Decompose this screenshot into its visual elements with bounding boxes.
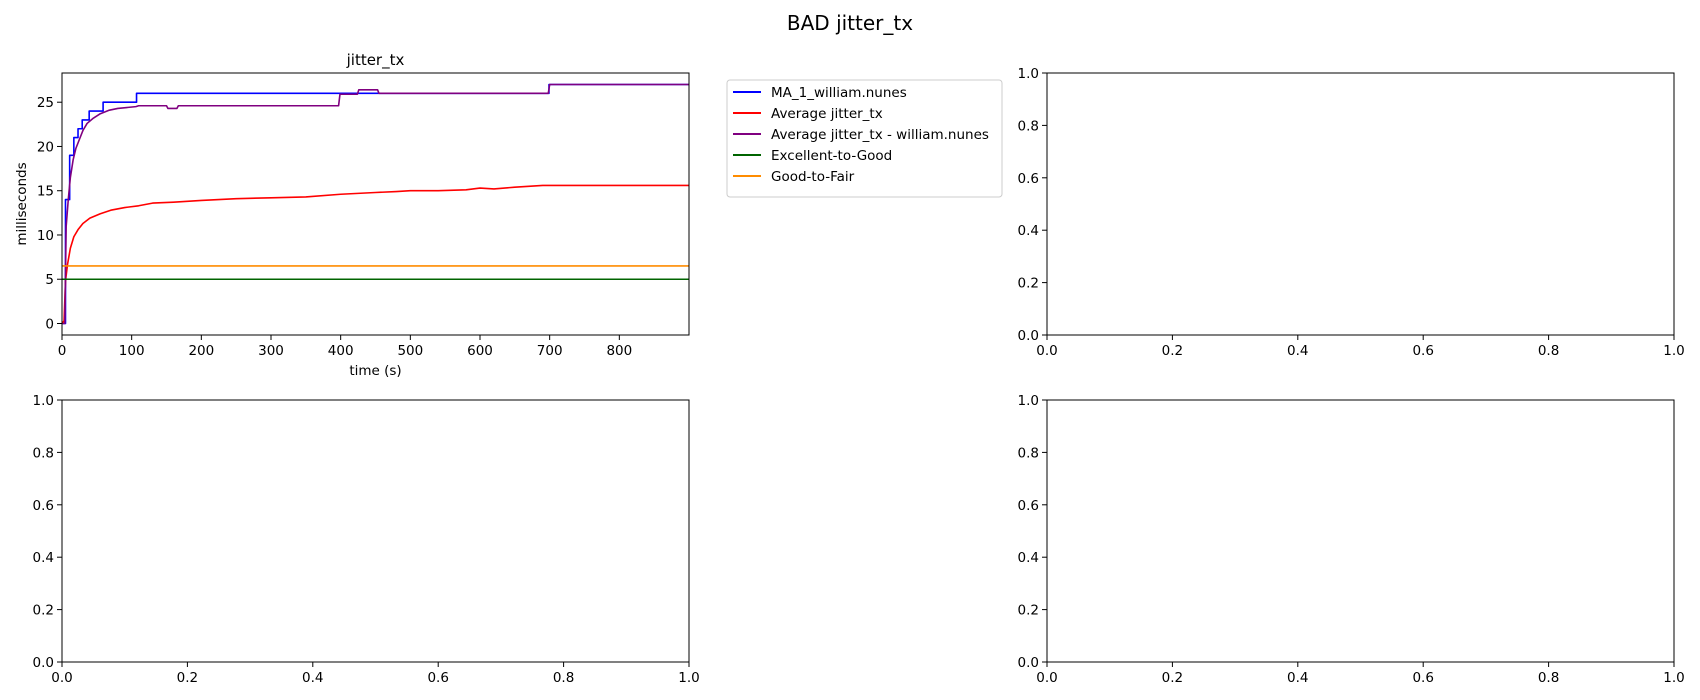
y-tick-label: 0.8 [1018, 118, 1039, 134]
x-tick-label: 600 [467, 343, 493, 359]
subplot-1: jitter_tx 0 100 200 300 400 500 600 700 800 0 5 10 15… [14, 51, 1003, 379]
x-tick-label: 0.8 [1538, 343, 1559, 359]
series-group [62, 83, 689, 325]
y-tick-label: 0.0 [1018, 655, 1039, 671]
x-tick-label: 700 [537, 343, 563, 359]
y-tick-label: 0.4 [1018, 223, 1039, 239]
x-axis-label: time (s) [349, 363, 401, 379]
figure-title: BAD jitter_tx [787, 11, 913, 35]
y-tick-label: 25 [37, 95, 54, 111]
y-axis-label: milliseconds [14, 162, 30, 245]
axes-frame [61, 399, 690, 663]
y-tick-label: 5 [45, 272, 54, 288]
y-tick-label: 1.0 [33, 393, 54, 409]
y-tick-label: 0.8 [1018, 445, 1039, 461]
y-tick-label: 0.0 [1018, 328, 1039, 344]
legend: MA_1_william.nunes Average jitter_tx Avera… [726, 79, 1003, 198]
legend-entry: Average jitter_tx - william.nunes [771, 127, 989, 143]
x-tick-label: 0.8 [553, 670, 574, 686]
x-tick-label: 0.6 [1412, 670, 1433, 686]
y-tick-label: 10 [37, 228, 54, 244]
x-tick-label: 0.4 [1287, 670, 1308, 686]
x-tick-label: 1.0 [1663, 670, 1684, 686]
subplot-3: 0.0 0.2 0.4 0.6 0.8 1.0 0.0 0.2 0.4 0.6 0.8 1.0 [33, 393, 700, 686]
legend-entry: Good-to-Fair [771, 169, 855, 185]
x-tick-label: 0.4 [302, 670, 323, 686]
axes-frame [1046, 72, 1675, 336]
series-line-3 [62, 83, 689, 325]
legend-entry: Excellent-to-Good [771, 148, 892, 164]
y-tick-label: 0 [45, 316, 54, 332]
x-tick-label: 300 [258, 343, 284, 359]
y-tick-label: 0.6 [1018, 498, 1039, 514]
y-tick-label: 15 [37, 184, 54, 200]
x-tick-label: 500 [397, 343, 423, 359]
legend-entry: Average jitter_tx [771, 106, 883, 122]
subplot-4: 0.0 0.2 0.4 0.6 0.8 1.0 0.0 0.2 0.4 0.6 0.8 1.0 [1018, 393, 1685, 686]
y-tick-label: 1.0 [1018, 393, 1039, 409]
x-tick-label: 400 [328, 343, 354, 359]
legend-entry: MA_1_william.nunes [771, 85, 907, 101]
subplot-title: jitter_tx [346, 51, 405, 70]
series-line-2 [62, 184, 689, 324]
x-tick-label: 0.2 [1162, 670, 1183, 686]
x-tick-label: 0.2 [177, 670, 198, 686]
y-tick-label: 0.6 [33, 498, 54, 514]
series-line-1 [62, 83, 689, 325]
y-tick-label: 0.4 [1018, 550, 1039, 566]
x-tick-label: 0.0 [1036, 670, 1057, 686]
x-tick-label: 800 [606, 343, 632, 359]
x-tick-label: 0.6 [427, 670, 448, 686]
subplots-layer: jitter_tx 0 100 200 300 400 500 600 700 800 0 5 10 15… [14, 51, 1685, 686]
y-tick-label: 0.2 [1018, 276, 1039, 292]
axes-frame [1046, 399, 1675, 663]
x-tick-label: 0.4 [1287, 343, 1308, 359]
x-tick-label: 0.2 [1162, 343, 1183, 359]
x-tick-label: 0.0 [51, 670, 72, 686]
x-tick-label: 100 [119, 343, 145, 359]
x-tick-label: 0 [58, 343, 67, 359]
y-tick-label: 0.2 [1018, 603, 1039, 619]
x-tick-label: 0.8 [1538, 670, 1559, 686]
x-tick-label: 1.0 [678, 670, 699, 686]
y-tick-label: 0.0 [33, 655, 54, 671]
y-tick-label: 0.6 [1018, 171, 1039, 187]
y-tick-label: 0.4 [33, 550, 54, 566]
axes-frame [61, 72, 690, 336]
y-tick-label: 1.0 [1018, 66, 1039, 82]
legend-frame [726, 79, 1003, 198]
x-tick-label: 1.0 [1663, 343, 1684, 359]
y-tick-label: 20 [37, 139, 54, 155]
x-tick-label: 0.6 [1412, 343, 1433, 359]
y-tick-label: 0.8 [33, 445, 54, 461]
x-tick-label: 0.0 [1036, 343, 1057, 359]
subplot-2: 0.0 0.2 0.4 0.6 0.8 1.0 0.0 0.2 0.4 0.6 0.8 1.0 [1018, 66, 1685, 359]
y-tick-label: 0.2 [33, 603, 54, 619]
x-tick-label: 200 [188, 343, 214, 359]
